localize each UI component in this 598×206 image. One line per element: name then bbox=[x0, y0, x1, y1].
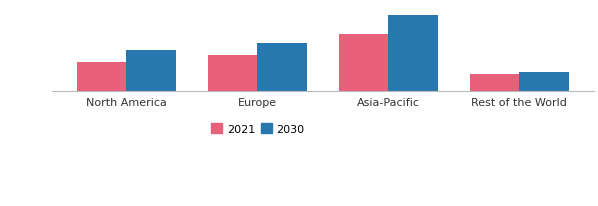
Bar bbox=[208, 56, 257, 92]
Legend: 2021, 2030: 2021, 2030 bbox=[207, 119, 309, 139]
Bar bbox=[77, 63, 126, 92]
Bar bbox=[126, 50, 176, 92]
Bar bbox=[338, 35, 389, 92]
Bar bbox=[520, 73, 569, 92]
Bar bbox=[257, 44, 307, 92]
Bar bbox=[389, 16, 438, 92]
Bar bbox=[469, 75, 520, 92]
